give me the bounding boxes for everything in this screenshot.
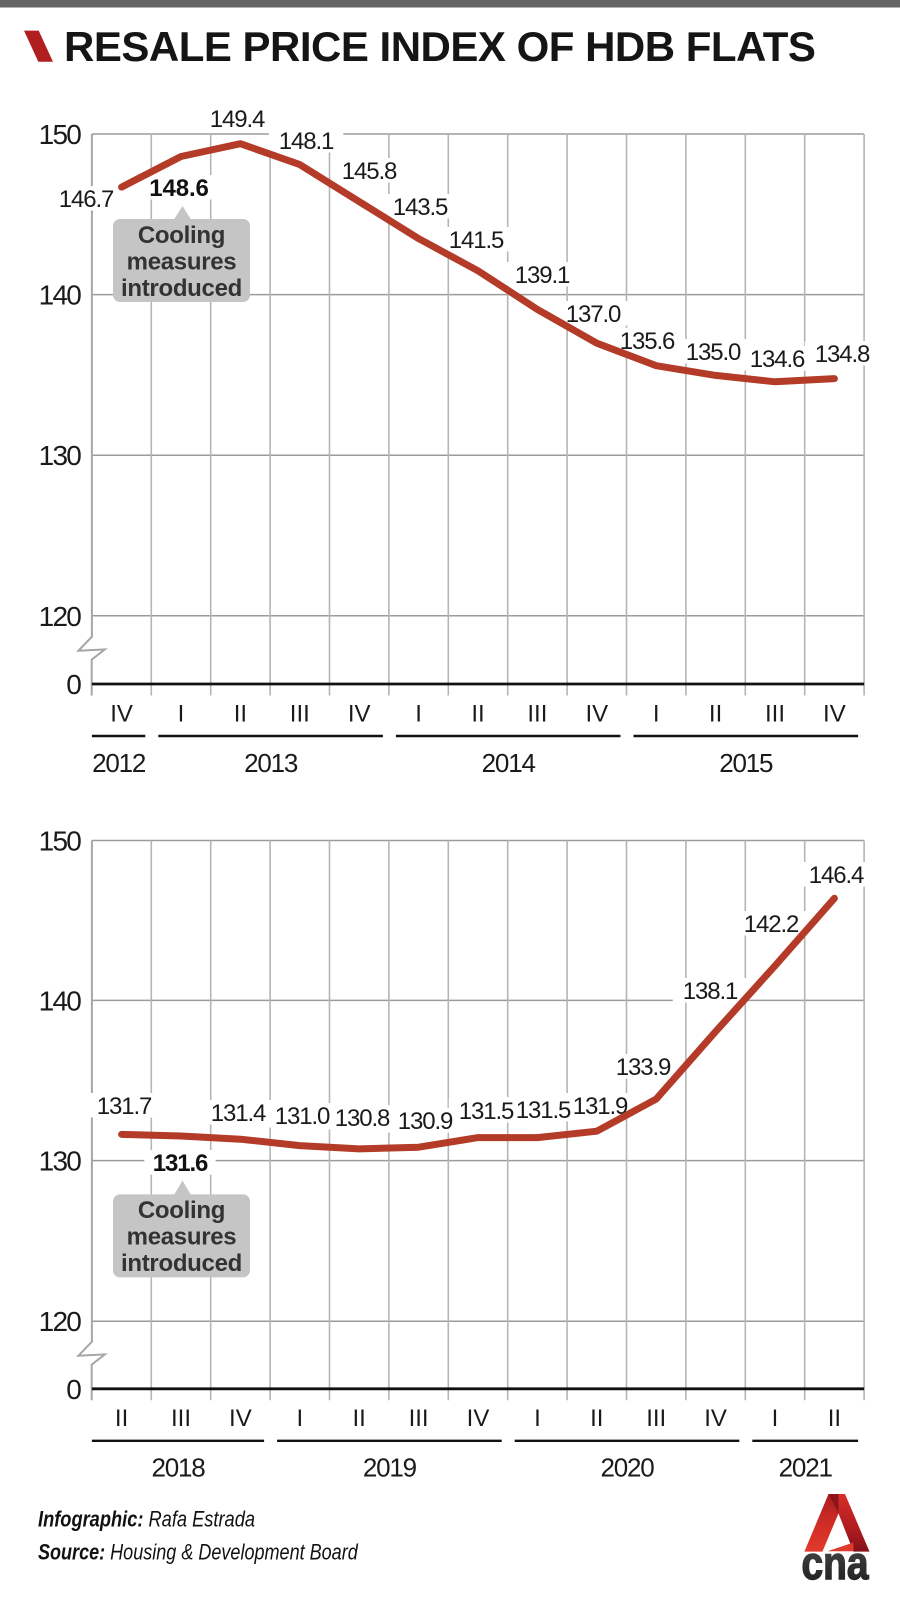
svg-text:134.8: 134.8: [815, 341, 870, 368]
svg-text:131.9: 131.9: [573, 1093, 628, 1120]
svg-text:146.7: 146.7: [59, 186, 114, 213]
svg-text:III: III: [171, 1405, 191, 1432]
svg-text:135.0: 135.0: [686, 339, 741, 366]
svg-text:0: 0: [66, 669, 81, 700]
svg-text:131.4: 131.4: [211, 1100, 266, 1127]
svg-text:2015: 2015: [719, 748, 773, 778]
svg-text:131.5: 131.5: [516, 1097, 571, 1124]
svg-text:II: II: [828, 1405, 841, 1432]
svg-text:III: III: [646, 1405, 666, 1432]
svg-text:131.7: 131.7: [97, 1093, 152, 1120]
svg-text:I: I: [534, 1405, 541, 1432]
svg-text:II: II: [115, 1405, 128, 1432]
svg-text:131.0: 131.0: [275, 1103, 330, 1130]
svg-text:130.9: 130.9: [398, 1108, 453, 1135]
svg-text:IV: IV: [467, 1405, 490, 1432]
svg-text:III: III: [409, 1405, 429, 1432]
svg-text:I: I: [415, 700, 422, 727]
svg-text:III: III: [290, 700, 310, 727]
svg-text:140: 140: [39, 985, 82, 1016]
svg-text:measures: measures: [127, 249, 237, 276]
svg-text:introduced: introduced: [121, 275, 242, 302]
svg-text:130.8: 130.8: [335, 1105, 390, 1132]
svg-text:I: I: [296, 1405, 303, 1432]
svg-text:137.0: 137.0: [566, 301, 621, 328]
svg-text:III: III: [765, 700, 785, 727]
svg-text:141.5: 141.5: [449, 227, 504, 254]
svg-text:2014: 2014: [482, 748, 536, 778]
svg-text:Cooling: Cooling: [138, 1197, 225, 1224]
svg-text:131.6: 131.6: [153, 1150, 208, 1177]
svg-text:120: 120: [39, 601, 82, 632]
svg-text:I: I: [653, 700, 660, 727]
svg-text:IV: IV: [585, 700, 608, 727]
svg-text:130: 130: [39, 1146, 82, 1177]
svg-text:2018: 2018: [151, 1453, 205, 1483]
svg-text:2019: 2019: [363, 1453, 417, 1483]
svg-text:148.6: 148.6: [149, 175, 209, 202]
svg-text:135.6: 135.6: [620, 328, 675, 355]
svg-text:RESALE PRICE INDEX OF HDB FLAT: RESALE PRICE INDEX OF HDB FLATS: [64, 23, 815, 70]
svg-text:measures: measures: [127, 1224, 237, 1251]
svg-text:IV: IV: [823, 700, 846, 727]
svg-text:Source: Housing & Development: Source: Housing & Development Board: [38, 1541, 358, 1565]
svg-text:I: I: [772, 1405, 779, 1432]
svg-text:146.4: 146.4: [809, 862, 864, 889]
svg-text:cna: cna: [802, 1537, 869, 1589]
svg-text:I: I: [178, 700, 185, 727]
svg-text:139.1: 139.1: [515, 262, 570, 289]
svg-text:II: II: [353, 1405, 366, 1432]
svg-text:II: II: [709, 700, 722, 727]
svg-text:150: 150: [39, 119, 82, 150]
svg-text:130: 130: [39, 440, 82, 471]
svg-text:149.4: 149.4: [210, 106, 265, 133]
svg-text:120: 120: [39, 1306, 82, 1337]
svg-text:134.6: 134.6: [750, 346, 805, 373]
svg-text:IV: IV: [229, 1405, 252, 1432]
svg-text:131.5: 131.5: [459, 1098, 514, 1125]
svg-text:0: 0: [66, 1374, 81, 1405]
svg-text:143.5: 143.5: [393, 194, 448, 221]
svg-text:140: 140: [39, 280, 82, 311]
svg-text:138.1: 138.1: [683, 978, 738, 1005]
svg-text:133.9: 133.9: [616, 1054, 671, 1081]
svg-text:II: II: [471, 700, 484, 727]
svg-text:148.1: 148.1: [279, 128, 334, 155]
svg-text:Infographic: Rafa Estrada: Infographic: Rafa Estrada: [38, 1508, 255, 1532]
svg-text:2012: 2012: [92, 748, 146, 778]
svg-text:introduced: introduced: [121, 1250, 242, 1277]
svg-text:145.8: 145.8: [342, 158, 397, 185]
svg-text:2020: 2020: [600, 1453, 654, 1483]
svg-text:IV: IV: [348, 700, 371, 727]
svg-text:150: 150: [39, 826, 82, 857]
svg-text:IV: IV: [110, 700, 133, 727]
svg-text:2021: 2021: [779, 1453, 833, 1483]
svg-text:Cooling: Cooling: [138, 222, 225, 249]
svg-text:III: III: [527, 700, 547, 727]
svg-text:2013: 2013: [244, 748, 298, 778]
svg-text:II: II: [590, 1405, 603, 1432]
svg-text:142.2: 142.2: [744, 911, 799, 938]
svg-text:IV: IV: [704, 1405, 727, 1432]
svg-text:II: II: [234, 700, 247, 727]
